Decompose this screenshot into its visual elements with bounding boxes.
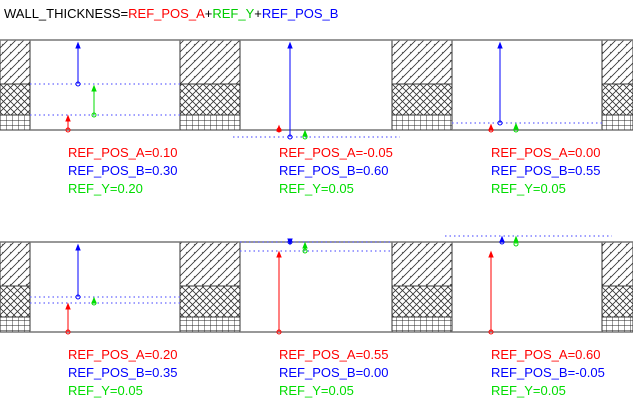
ref-y-arrowhead bbox=[302, 129, 308, 137]
ref-pos-b-arrowhead bbox=[499, 235, 505, 243]
wall-crosshatch-layer bbox=[179, 83, 241, 116]
wall-crosshatch-layer bbox=[391, 285, 453, 318]
ref-pos-b-origin bbox=[287, 134, 293, 140]
ref-pos-a-origin bbox=[65, 127, 71, 133]
wall-grid-layer bbox=[601, 114, 633, 131]
ref-pos-b-value: REF_POS_B=0.60 bbox=[279, 163, 389, 178]
ref-pos-a-origin bbox=[276, 329, 282, 335]
ref-pos-b-value: REF_POS_B=0.35 bbox=[68, 365, 178, 380]
ref-y-origin bbox=[91, 112, 97, 118]
ref-pos-a-arrowhead bbox=[488, 123, 494, 131]
wall-crosshatch-layer bbox=[391, 83, 453, 116]
wall-grid-layer bbox=[179, 114, 241, 131]
wall-hatch-layer bbox=[391, 241, 453, 287]
wall-grid-layer bbox=[0, 114, 31, 131]
wall-hatch-layer bbox=[0, 39, 31, 85]
ref-pos-a-value: REF_POS_A=0.55 bbox=[279, 347, 389, 362]
ref-pos-a-arrowhead bbox=[276, 124, 282, 132]
ref-pos-b-arrowhead bbox=[75, 243, 81, 251]
case-label-block: REF_POS_A=0.00 REF_POS_B=0.55 REF_Y=0.05 bbox=[491, 144, 600, 198]
ref-y-arrowhead bbox=[302, 241, 308, 249]
ref-y-arrowhead bbox=[91, 296, 97, 304]
wall-crosshatch-layer bbox=[601, 285, 633, 318]
ref-pos-a-value: REF_POS_A=0.10 bbox=[68, 145, 178, 160]
ref-pos-a-origin bbox=[488, 329, 494, 335]
ref-pos-a-value: REF_POS_A=0.20 bbox=[68, 347, 178, 362]
wall-crosshatch-layer bbox=[0, 285, 31, 318]
ref-pos-a-arrowhead bbox=[65, 302, 71, 310]
ref-pos-b-value: REF_POS_B=0.30 bbox=[68, 163, 178, 178]
ref-y-value: REF_Y=0.05 bbox=[279, 181, 354, 196]
ref-pos-a-origin bbox=[65, 329, 71, 335]
title-ref-pos-a: REF_POS_A bbox=[128, 6, 205, 21]
wall-grid-layer bbox=[179, 316, 241, 333]
ref-y-value: REF_Y=0.05 bbox=[68, 383, 143, 398]
ref-pos-b-value: REF_POS_B=-0.05 bbox=[491, 365, 605, 380]
ref-y-arrowhead bbox=[91, 84, 97, 92]
title-plus: + bbox=[204, 6, 213, 21]
case-label-block: REF_POS_A=0.20 REF_POS_B=0.35 REF_Y=0.05 bbox=[68, 346, 177, 400]
wall-hatch-layer bbox=[0, 241, 31, 287]
wall-crosshatch-layer bbox=[601, 83, 633, 116]
case-label-block: REF_POS_A=0.55 REF_POS_B=0.00 REF_Y=0.05 bbox=[279, 346, 388, 400]
case-label-block: REF_POS_A=0.10 REF_POS_B=0.30 REF_Y=0.20 bbox=[68, 144, 177, 198]
ref-pos-a-arrowhead bbox=[276, 250, 282, 258]
ref-pos-b-origin bbox=[75, 294, 81, 300]
wall-crosshatch-layer bbox=[179, 285, 241, 318]
ref-y-origin bbox=[302, 248, 308, 254]
ref-pos-a-value: REF_POS_A=-0.05 bbox=[279, 145, 393, 160]
ref-pos-a-value: REF_POS_A=0.00 bbox=[491, 145, 601, 160]
ref-y-arrowhead bbox=[513, 235, 519, 243]
ref-pos-b-origin bbox=[75, 81, 81, 87]
wall-grid-layer bbox=[391, 316, 453, 333]
case-label-block: REF_POS_A=-0.05 REF_POS_B=0.60 REF_Y=0.05 bbox=[279, 144, 393, 198]
ref-pos-b-value: REF_POS_B=0.00 bbox=[279, 365, 389, 380]
ref-y-value: REF_Y=0.05 bbox=[491, 383, 566, 398]
ref-pos-a-arrowhead bbox=[65, 114, 71, 122]
ref-y-value: REF_Y=0.20 bbox=[68, 181, 143, 196]
ref-y-value: REF_Y=0.05 bbox=[279, 383, 354, 398]
ref-pos-b-arrowhead bbox=[75, 41, 81, 49]
wall-hatch-layer bbox=[601, 39, 633, 85]
ref-pos-a-arrowhead bbox=[488, 250, 494, 258]
ref-y-value: REF_Y=0.05 bbox=[491, 181, 566, 196]
wall-grid-layer bbox=[601, 316, 633, 333]
title-ref-y: REF_Y bbox=[212, 6, 255, 21]
wall-hatch-layer bbox=[179, 39, 241, 85]
wall-grid-layer bbox=[391, 114, 453, 131]
title-plus: + bbox=[254, 6, 262, 21]
title-ref-pos-b: REF_POS_B bbox=[261, 6, 339, 21]
ref-y-arrowhead bbox=[513, 122, 519, 130]
formula-title: WALL_THICKNESS=REF_POS_A+REF_Y+REF_POS_B bbox=[4, 6, 338, 21]
wall-hatch-layer bbox=[179, 241, 241, 287]
wall-hatch-layer bbox=[391, 39, 453, 85]
wall-grid-layer bbox=[0, 316, 31, 333]
ref-pos-b-arrowhead bbox=[497, 41, 503, 49]
ref-pos-b-arrowhead bbox=[287, 41, 293, 49]
case-label-block: REF_POS_A=0.60 REF_POS_B=-0.05 REF_Y=0.05 bbox=[491, 346, 605, 400]
ref-pos-b-value: REF_POS_B=0.55 bbox=[491, 163, 601, 178]
ref-pos-a-value: REF_POS_A=0.60 bbox=[491, 347, 601, 362]
wall-hatch-layer bbox=[601, 241, 633, 287]
title-prefix: WALL_THICKNESS= bbox=[4, 6, 129, 21]
wall-crosshatch-layer bbox=[0, 83, 31, 116]
ref-pos-b-arrowhead bbox=[287, 238, 293, 246]
ref-pos-b-origin bbox=[497, 120, 503, 126]
